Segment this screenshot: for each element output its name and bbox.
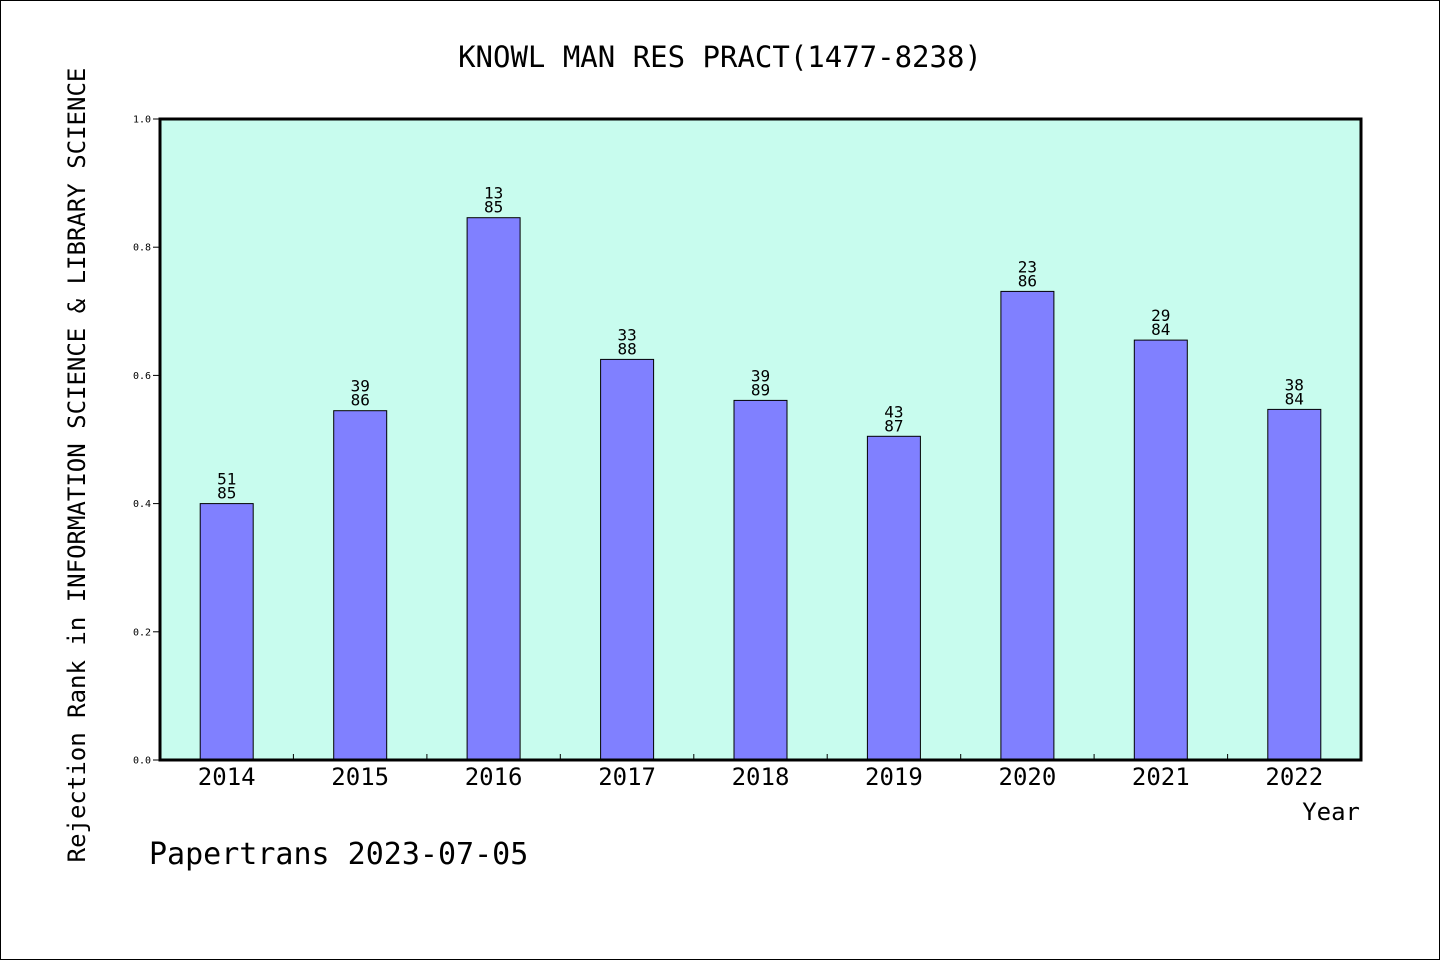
bars-group [199, 217, 1322, 761]
plot-frame [158, 117, 1363, 762]
x-tick-label-2015: 2015 [331, 763, 389, 791]
bar-2014 [199, 503, 254, 761]
bar-2020 [1000, 290, 1055, 761]
bar-label-2014-top: 51 [217, 470, 236, 489]
y-tick-label-0.8: 0.8 [133, 243, 151, 254]
y-tick-label-1.0: 1.0 [133, 115, 151, 126]
x-tick-label-2014: 2014 [198, 763, 256, 791]
bar-label-2018-top: 39 [751, 366, 770, 385]
bar-2019 [866, 435, 921, 761]
x-axis-label: Year [1302, 798, 1360, 826]
bar-label-2015-bottom: 86 [351, 391, 370, 410]
bar-label-2017-bottom: 88 [617, 339, 636, 358]
x-tick-label-2017: 2017 [598, 763, 656, 791]
bar-2018 [733, 399, 788, 761]
bar-label-2017-top: 33 [617, 325, 636, 344]
chart-title: KNOWL MAN RES PRACT(1477-8238) [458, 40, 982, 74]
x-axis-ticks: 2014 2015 2016 2017 2018 2019 2020 2021 2022 [198, 754, 1323, 791]
bar-label-2019-top: 43 [884, 402, 903, 421]
bar-2021 [1133, 339, 1188, 761]
footer-credit: Papertrans 2023-07-05 [149, 837, 528, 872]
bar-label-2015-top: 39 [351, 377, 370, 396]
y-tick-label-0.2: 0.2 [133, 627, 151, 638]
bar-label-2020-bottom: 86 [1018, 271, 1037, 290]
x-tick-label-2022: 2022 [1265, 763, 1323, 791]
x-tick-label-2018: 2018 [732, 763, 790, 791]
y-tick-label-0.6: 0.6 [133, 371, 151, 382]
bar-2017 [600, 358, 655, 761]
bar-2016 [466, 217, 521, 761]
bar-label-2021-top: 29 [1151, 306, 1170, 325]
bar-label-2018-bottom: 89 [751, 380, 770, 399]
x-tick-label-2016: 2016 [465, 763, 523, 791]
y-tick-label-0.0: 0.0 [133, 756, 151, 767]
y-axis-label: Rejection Rank in INFORMATION SCIENCE & … [63, 68, 91, 863]
bar-label-2021-bottom: 84 [1151, 320, 1170, 339]
x-tick-label-2020: 2020 [999, 763, 1057, 791]
bar-2022 [1267, 408, 1322, 761]
y-axis-ticks: 0.0 0.2 0.4 0.6 0.8 1.0 [133, 115, 160, 767]
x-tick-label-2019: 2019 [865, 763, 923, 791]
bar-label-2016-top: 13 [484, 184, 503, 203]
bar-label-2016-bottom: 85 [484, 198, 503, 217]
bar-label-2019-bottom: 87 [884, 416, 903, 435]
bar-label-2022-top: 38 [1285, 375, 1304, 394]
x-tick-label-2021: 2021 [1132, 763, 1190, 791]
y-tick-label-0.4: 0.4 [133, 499, 151, 510]
bar-2015 [333, 410, 388, 761]
bar-label-2014-bottom: 85 [217, 484, 236, 503]
bar-label-2020-top: 23 [1018, 257, 1037, 276]
bar-label-2022-bottom: 84 [1285, 389, 1304, 408]
